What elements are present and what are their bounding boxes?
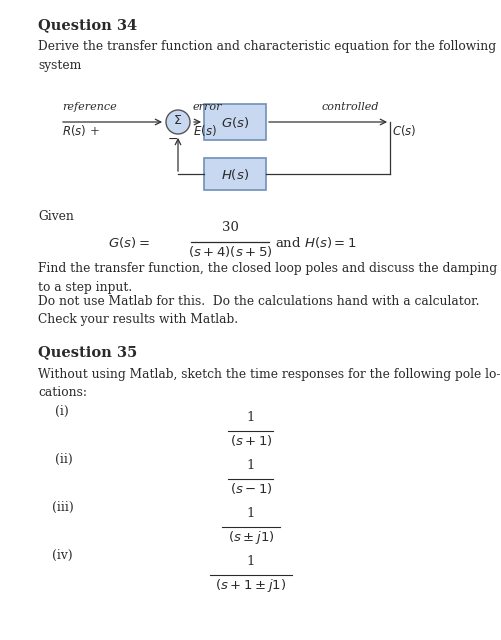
Text: Question 35: Question 35: [38, 345, 137, 359]
Text: $E(s)$: $E(s)$: [192, 123, 216, 138]
Text: (iv): (iv): [52, 549, 73, 562]
Text: $\Sigma$: $\Sigma$: [173, 115, 182, 127]
Text: $G(s)$: $G(s)$: [220, 115, 248, 129]
Text: 1: 1: [246, 507, 255, 520]
Text: $R(s)$ +: $R(s)$ +: [62, 123, 100, 138]
Text: controlled: controlled: [321, 102, 379, 112]
Text: Do not use Matlab for this.  Do the calculations hand with a calculator.
Check y: Do not use Matlab for this. Do the calcu…: [38, 295, 478, 326]
Text: $H(s)$: $H(s)$: [220, 166, 248, 182]
Text: $C(s)$: $C(s)$: [391, 123, 416, 138]
Text: 1: 1: [246, 411, 255, 424]
Text: and $H(s) = 1$: and $H(s) = 1$: [275, 234, 356, 250]
Text: −: −: [168, 133, 178, 146]
Text: Question 34: Question 34: [38, 18, 137, 32]
Circle shape: [166, 110, 189, 134]
Text: (iii): (iii): [52, 501, 74, 514]
Text: 1: 1: [246, 459, 255, 472]
Text: $(s + 1)$: $(s + 1)$: [229, 433, 272, 448]
Text: $(s \pm j1)$: $(s \pm j1)$: [227, 529, 274, 546]
Text: error: error: [192, 102, 222, 112]
Text: $(s+4)(s+5)$: $(s+4)(s+5)$: [187, 244, 272, 259]
FancyBboxPatch shape: [203, 104, 266, 140]
Text: 1: 1: [246, 555, 255, 568]
Text: reference: reference: [62, 102, 117, 112]
Text: 30: 30: [221, 221, 238, 234]
Text: Without using Matlab, sketch the time responses for the following pole lo-
catio: Without using Matlab, sketch the time re…: [38, 368, 499, 399]
Text: Given: Given: [38, 210, 74, 223]
Text: Find the transfer function, the closed loop poles and discuss the damping
to a s: Find the transfer function, the closed l…: [38, 262, 496, 294]
Text: (i): (i): [55, 405, 69, 418]
Text: $(s + 1 \pm j1)$: $(s + 1 \pm j1)$: [215, 577, 286, 594]
Text: Derive the transfer function and characteristic equation for the following
syste: Derive the transfer function and charact…: [38, 40, 495, 72]
FancyBboxPatch shape: [203, 158, 266, 190]
Text: (ii): (ii): [55, 453, 73, 466]
Text: $G(s) =$: $G(s) =$: [108, 234, 150, 250]
Text: $(s - 1)$: $(s - 1)$: [229, 481, 272, 496]
